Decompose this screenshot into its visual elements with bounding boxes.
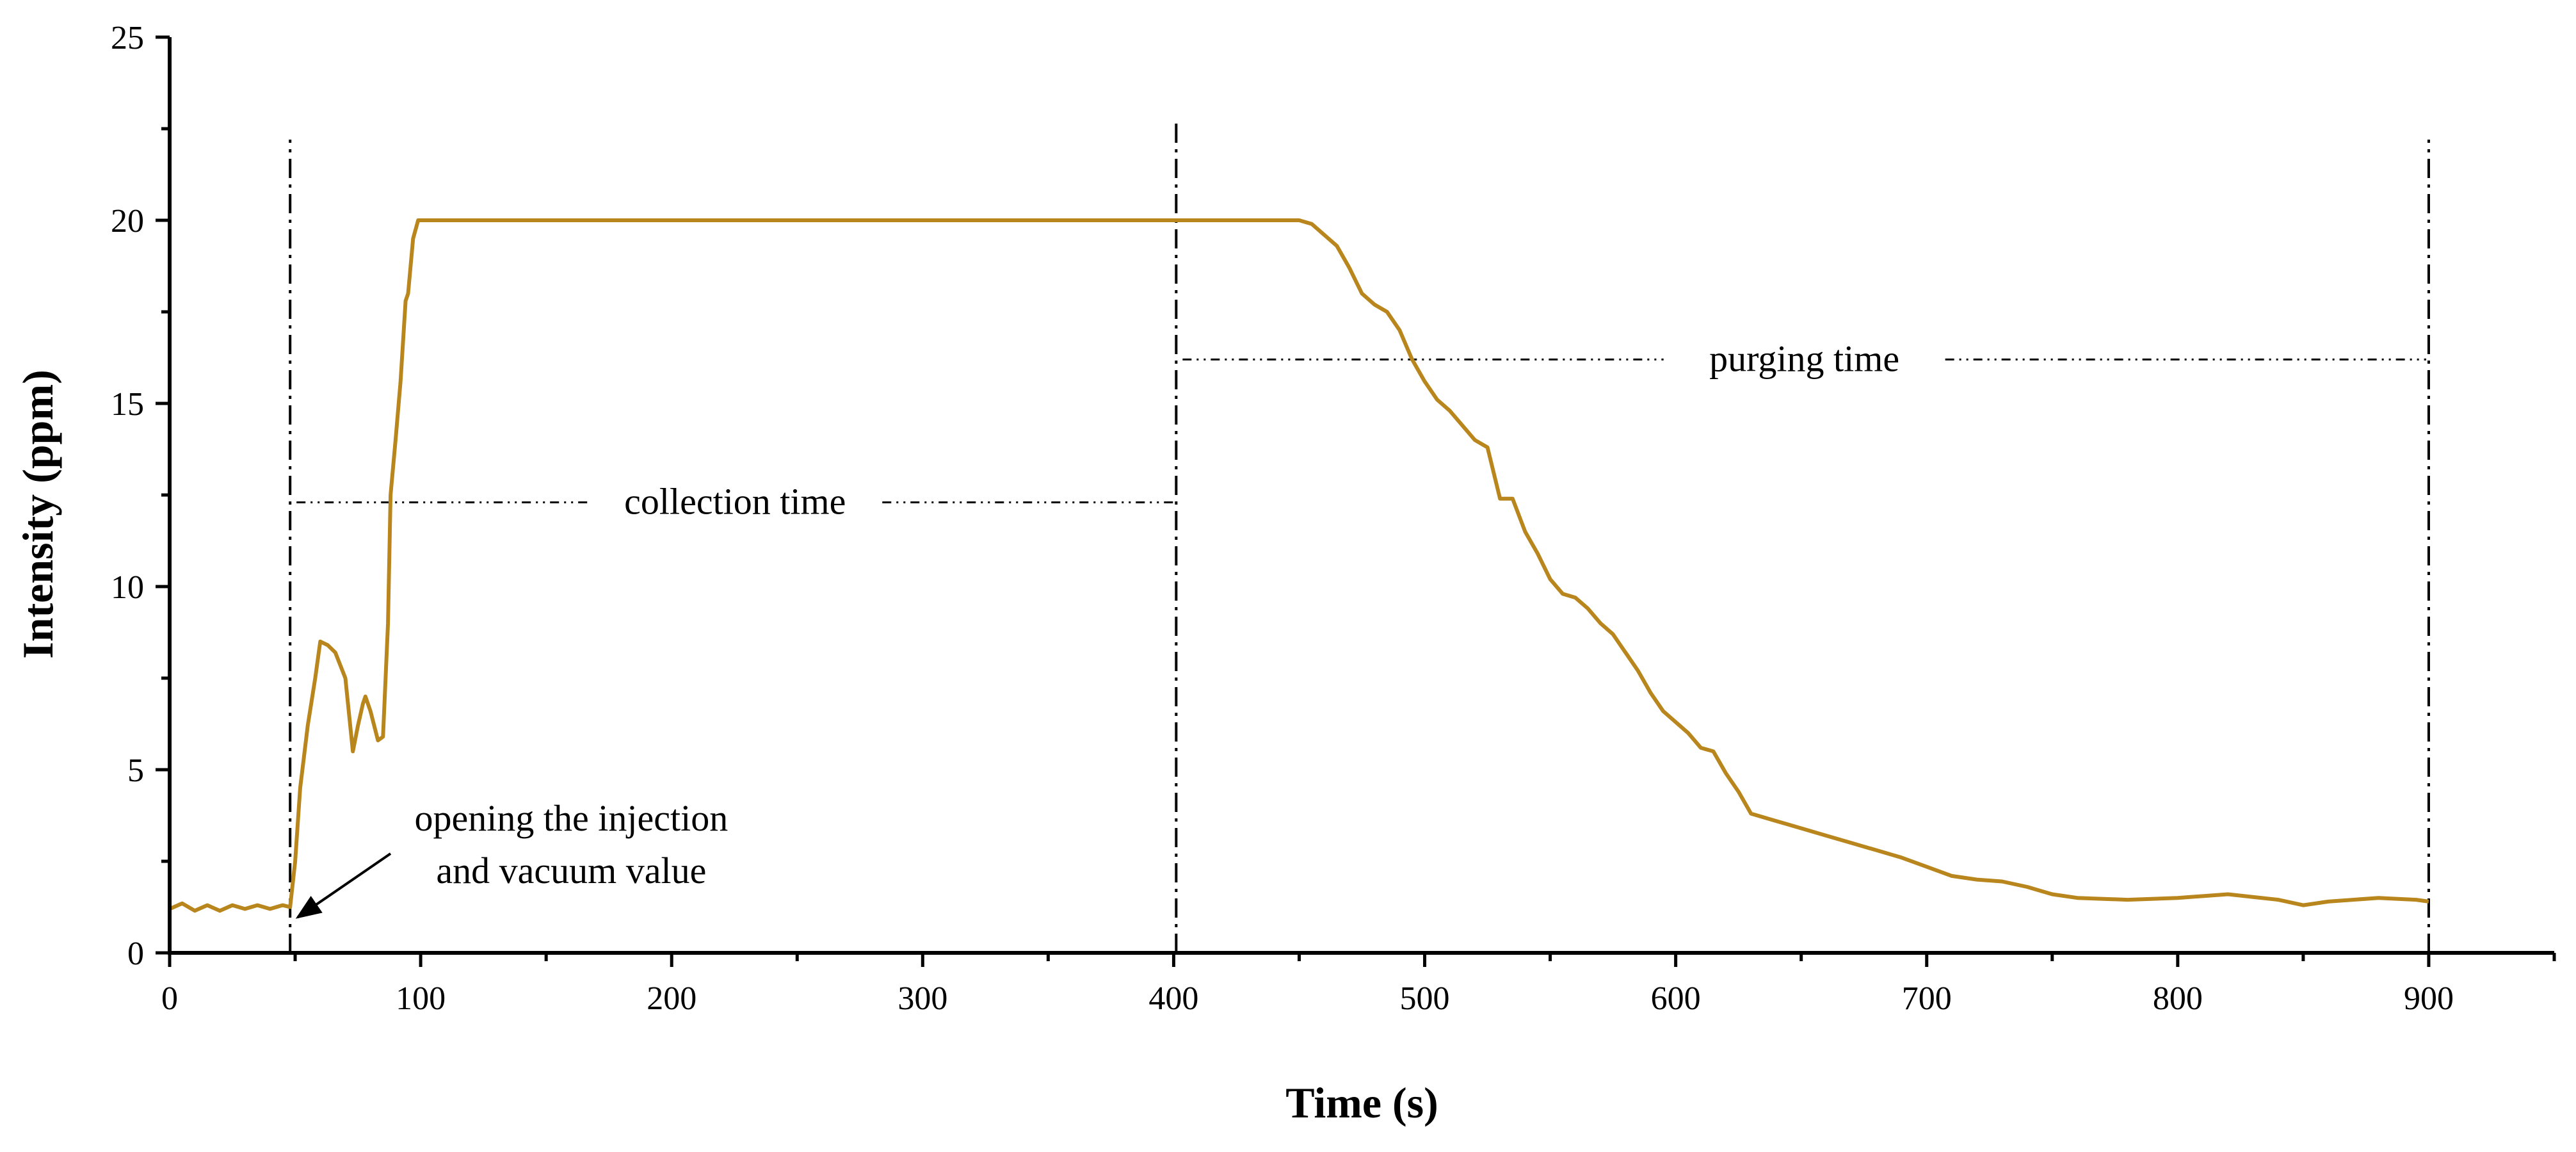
y-tick-label: 5 [127, 752, 144, 789]
x-tick-label: 700 [1902, 980, 1952, 1017]
x-tick-label: 500 [1400, 980, 1450, 1017]
annotation-injection-line1: opening the injection [415, 797, 729, 839]
axes-layer: 0 100 200 300 400 500 600 700 800 900 0 5 10 15 20 25 [111, 20, 2556, 1017]
series-layer [168, 218, 2429, 913]
x-axis-title: Time (s) [1285, 1078, 1438, 1127]
y-tick-label: 10 [111, 569, 144, 606]
y-axis-title: Intensity (ppm) [13, 369, 62, 659]
y-tick-label: 25 [111, 20, 144, 56]
x-tick-label: 0 [161, 980, 178, 1017]
x-tick-label: 300 [898, 980, 947, 1017]
series-line-intensity [168, 218, 2429, 913]
x-tick-label: 100 [396, 980, 446, 1017]
annotation-injection-line2: and vacuum value [436, 850, 706, 891]
x-tick-label: 900 [2404, 980, 2454, 1017]
x-tick-label: 400 [1148, 980, 1198, 1017]
annotation-purging-time: purging time [1709, 337, 1899, 379]
annotations-layer: opening the injection and vacuum value c… [295, 337, 1899, 919]
injection-arrow [295, 852, 392, 919]
y-tick-label: 0 [127, 936, 144, 972]
x-tick-label: 800 [2153, 980, 2203, 1017]
x-tick-label: 600 [1651, 980, 1701, 1017]
x-tick-label: 200 [647, 980, 696, 1017]
y-tick-label: 15 [111, 386, 144, 423]
y-tick-label: 20 [111, 203, 144, 239]
guide-lines-layer [289, 124, 2430, 953]
annotation-collection-time: collection time [624, 480, 846, 522]
